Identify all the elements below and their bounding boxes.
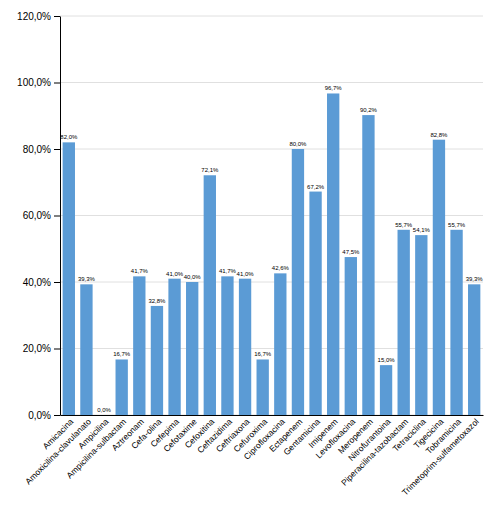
data-label: 41,7% bbox=[219, 268, 237, 274]
x-tick-label: Piperacilina-tazobactam bbox=[339, 416, 410, 487]
y-tick-label: 80,0% bbox=[23, 144, 51, 155]
chart: 0,0% 20,0% 40,0% 60,0% 80,0% 100,0% 120,0% Amic… bbox=[0, 0, 493, 527]
data-label: 39,3% bbox=[78, 276, 96, 282]
y-tick: 120,0% bbox=[17, 11, 60, 22]
y-tick: 100,0% bbox=[17, 77, 60, 88]
y-tick-label: 100,0% bbox=[17, 77, 51, 88]
data-label: 54,1% bbox=[413, 227, 431, 233]
y-tick: 80,0% bbox=[23, 144, 60, 155]
bar bbox=[239, 279, 251, 415]
data-label: 67,2% bbox=[307, 184, 325, 190]
bar bbox=[309, 192, 321, 415]
bar bbox=[274, 273, 286, 415]
x-tick: Trimetoprim-sulfametoxazol bbox=[400, 415, 481, 497]
data-label: 16,7% bbox=[113, 351, 131, 357]
data-label: 82,8% bbox=[430, 132, 448, 138]
grid-line bbox=[60, 149, 483, 150]
bar bbox=[433, 140, 445, 415]
y-tick: 60,0% bbox=[23, 210, 60, 221]
bars bbox=[63, 93, 481, 415]
bar bbox=[257, 359, 269, 415]
y-tick-mark bbox=[54, 349, 60, 350]
y-tick-label: 40,0% bbox=[23, 277, 51, 288]
data-label: 47,5% bbox=[342, 249, 360, 255]
bar bbox=[362, 115, 374, 415]
bar bbox=[151, 306, 163, 415]
bar bbox=[186, 282, 198, 415]
y-tick-label: 120,0% bbox=[17, 11, 51, 22]
data-label: 16,7% bbox=[254, 351, 272, 357]
y-axis-line bbox=[60, 17, 61, 416]
data-label: 55,7% bbox=[395, 222, 413, 228]
bar bbox=[398, 230, 410, 415]
bar bbox=[168, 279, 180, 415]
data-label: 39,3% bbox=[466, 276, 484, 282]
bar bbox=[133, 276, 145, 415]
y-tick: 0,0% bbox=[28, 410, 60, 421]
bar bbox=[63, 142, 75, 415]
y-tick: 40,0% bbox=[23, 277, 60, 288]
bar bbox=[292, 149, 304, 415]
y-axis: 0,0% 20,0% 40,0% 60,0% 80,0% 100,0% 120,0% bbox=[17, 11, 60, 421]
y-tick-mark bbox=[54, 149, 60, 150]
data-label: 96,7% bbox=[325, 85, 343, 91]
bar bbox=[380, 365, 392, 415]
plot: 0,0% 20,0% 40,0% 60,0% 80,0% 100,0% 120,0% Amic… bbox=[17, 11, 483, 498]
bar bbox=[80, 284, 92, 415]
data-labels: 82,0%39,3%0,0%16,7%41,7%32,8%41,0%40,0%7… bbox=[60, 85, 483, 413]
y-tick-mark bbox=[54, 16, 60, 17]
y-tick-mark bbox=[54, 83, 60, 84]
bar bbox=[468, 284, 480, 415]
data-label: 32,8% bbox=[148, 298, 166, 304]
data-label: 41,0% bbox=[166, 271, 184, 277]
grid-line bbox=[60, 16, 483, 17]
x-axis: AmicacinaAmoxicilina-clavulanatoAmpicili… bbox=[23, 415, 483, 497]
bar bbox=[204, 175, 216, 415]
data-label: 0,0% bbox=[97, 407, 111, 413]
bar bbox=[116, 359, 128, 415]
data-label: 41,0% bbox=[237, 271, 255, 277]
bar bbox=[345, 257, 357, 415]
data-label: 42,6% bbox=[272, 265, 290, 271]
bar bbox=[415, 235, 427, 415]
data-label: 80,0% bbox=[289, 141, 307, 147]
data-label: 40,0% bbox=[184, 274, 202, 280]
bar bbox=[221, 276, 233, 415]
y-tick-label: 60,0% bbox=[23, 210, 51, 221]
y-tick-mark bbox=[54, 216, 60, 217]
y-tick-label: 20,0% bbox=[23, 343, 51, 354]
y-tick-mark bbox=[54, 415, 60, 416]
data-label: 15,0% bbox=[378, 357, 396, 363]
data-label: 41,7% bbox=[131, 268, 149, 274]
data-label: 82,0% bbox=[60, 134, 78, 140]
bar bbox=[98, 415, 110, 416]
y-tick-label: 0,0% bbox=[28, 410, 51, 421]
bar bbox=[450, 230, 462, 415]
grid-line bbox=[60, 215, 483, 216]
data-label: 55,7% bbox=[448, 222, 466, 228]
data-label: 72,1% bbox=[201, 167, 219, 173]
bar bbox=[327, 93, 339, 415]
x-tick-label: Trimetoprim-sulfametoxazol bbox=[400, 416, 481, 497]
y-tick-mark bbox=[54, 282, 60, 283]
y-tick: 20,0% bbox=[23, 343, 60, 354]
data-label: 90,2% bbox=[360, 107, 378, 113]
grid-line bbox=[60, 82, 483, 83]
grid bbox=[60, 16, 483, 415]
